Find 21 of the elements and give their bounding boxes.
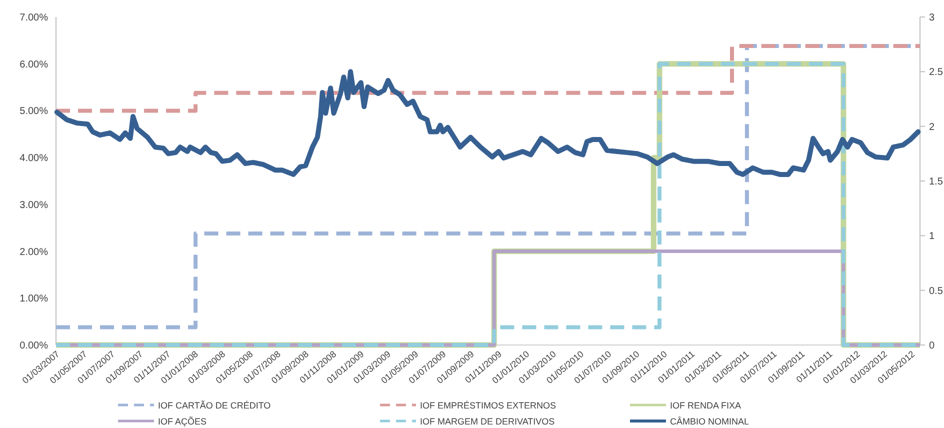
y-tick-label: 2.00%	[20, 246, 48, 258]
y2-tick-label: 1	[929, 231, 935, 242]
legend-label: IOF RENDA FIXA	[670, 400, 742, 410]
y-tick-label: 5.00%	[20, 106, 48, 118]
legend-label: IOF CARTÃO DE CRÉDITO	[158, 400, 271, 410]
y-tick-label: 0.00%	[20, 340, 48, 352]
y2-tick-label: 1.5	[929, 176, 944, 188]
y2-tick-label: 2.5	[929, 67, 944, 78]
y-tick-label: 7.00%	[20, 12, 48, 24]
legend-label: IOF EMPRÉSTIMOS EXTERNOS	[420, 400, 556, 410]
y-tick-label: 4.00%	[20, 153, 48, 164]
legend-label: IOF MARGEM DE DERIVATIVOS	[420, 416, 555, 426]
y2-tick-label: 3	[929, 12, 935, 24]
y2-tick-label: 2	[929, 122, 935, 133]
y-tick-label: 6.00%	[20, 59, 48, 70]
y2-tick-label: 0.5	[929, 286, 944, 297]
legend-label: IOF AÇÕES	[158, 416, 207, 426]
y-tick-label: 1.00%	[20, 294, 48, 305]
legend-label: CÂMBIO NOMINAL	[670, 416, 750, 426]
y2-tick-label: 0	[929, 340, 935, 352]
y-tick-label: 3.00%	[20, 200, 48, 211]
